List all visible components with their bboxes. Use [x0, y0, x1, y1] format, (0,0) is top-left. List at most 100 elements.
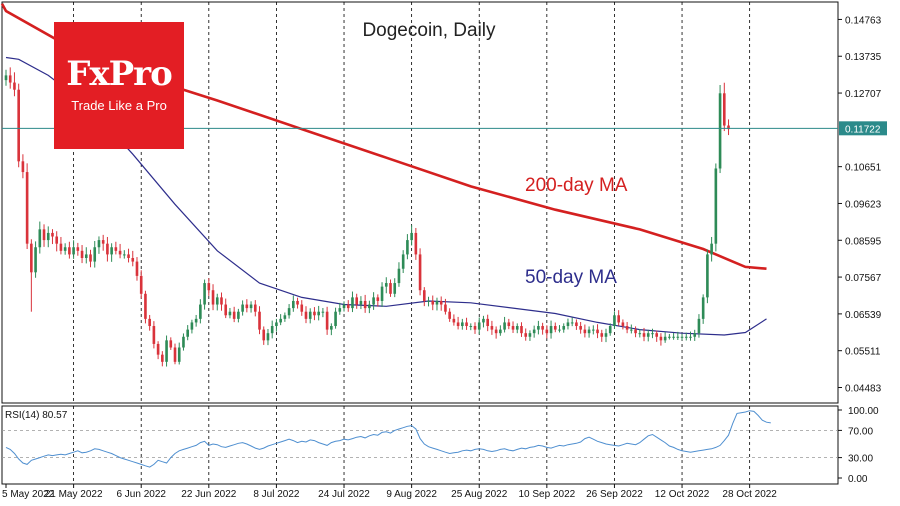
candle — [135, 257, 139, 281]
candle — [287, 304, 291, 319]
candle — [706, 249, 709, 304]
candle-body — [101, 240, 105, 244]
candle — [389, 279, 392, 297]
candle — [296, 297, 299, 309]
candle-body — [587, 329, 591, 334]
candle — [156, 341, 160, 360]
candle-body — [144, 293, 147, 319]
candle-body — [351, 297, 354, 309]
candle-body — [46, 232, 50, 241]
candle-body — [511, 326, 515, 330]
candle-body — [173, 347, 177, 362]
candle — [359, 296, 363, 310]
date-tick-label: 22 Jun 2022 — [181, 489, 236, 500]
candle-body — [80, 250, 84, 258]
candle-body — [211, 290, 215, 305]
candle-body — [330, 326, 333, 330]
candle-body — [507, 322, 511, 327]
candle-body — [127, 254, 130, 258]
candle — [42, 224, 46, 247]
candle-body — [13, 82, 16, 90]
candle-body — [600, 333, 604, 337]
candle — [152, 321, 156, 349]
candle — [418, 248, 422, 296]
candle-body — [617, 315, 620, 323]
candle — [579, 321, 582, 334]
candle-body — [431, 300, 435, 305]
candle — [393, 278, 397, 298]
candle — [431, 295, 435, 311]
candle-body — [579, 326, 582, 330]
candle — [714, 163, 718, 252]
candle — [346, 300, 350, 312]
candle — [515, 323, 519, 334]
candle — [363, 294, 367, 313]
price-panel-frame — [1, 1, 839, 404]
candle — [520, 322, 523, 337]
candle-body — [537, 326, 540, 330]
candle-body — [215, 297, 219, 305]
candle — [528, 330, 532, 341]
candle — [532, 325, 536, 338]
candle — [473, 322, 477, 334]
candle-body — [156, 343, 160, 355]
candle — [549, 320, 553, 339]
candle — [380, 282, 384, 307]
candle — [422, 287, 426, 307]
candle — [494, 326, 498, 339]
candle — [330, 323, 333, 336]
candle — [718, 85, 722, 174]
candle-body — [524, 333, 528, 337]
candle — [722, 82, 726, 132]
candle-body — [646, 333, 650, 337]
candle-body — [376, 297, 380, 301]
candle-body — [444, 304, 447, 312]
candle-body — [325, 311, 329, 330]
candle-body — [68, 247, 71, 255]
candle — [427, 296, 430, 307]
candle-body — [262, 329, 266, 341]
candle — [587, 326, 591, 338]
candle-body — [490, 326, 494, 330]
candle-body — [110, 247, 113, 255]
candle-body — [279, 318, 282, 323]
price-tick-label: 0.13735 — [845, 52, 882, 63]
candle-body — [97, 240, 101, 248]
candle-body — [161, 354, 164, 362]
candle-body — [368, 304, 371, 309]
candle-body — [148, 318, 151, 327]
candle — [114, 241, 118, 255]
candle — [34, 241, 37, 278]
candle — [710, 236, 713, 262]
candle-body — [494, 329, 498, 334]
candle — [486, 314, 489, 332]
candle-body — [203, 283, 206, 305]
date-tick-label: 21 May 2022 — [45, 489, 103, 500]
candle — [701, 294, 705, 324]
candle-body — [63, 247, 67, 251]
candle — [203, 279, 206, 310]
candle-body — [448, 311, 451, 319]
candle — [397, 262, 401, 287]
candle — [507, 318, 511, 330]
candle — [592, 325, 595, 335]
current-price-tag-text: 0.11722 — [845, 124, 881, 135]
candle-body — [275, 322, 278, 327]
candle — [139, 270, 143, 299]
candle-body — [114, 247, 118, 251]
candle-body — [169, 340, 173, 348]
candle — [30, 239, 33, 312]
candle — [279, 314, 282, 326]
candle — [300, 300, 304, 316]
candle-body — [389, 283, 392, 294]
candle-body — [21, 161, 25, 173]
candle — [266, 328, 270, 346]
candle-body — [186, 329, 189, 337]
candle-body — [689, 336, 692, 338]
candle-body — [541, 326, 544, 330]
candle — [410, 225, 413, 246]
candle-body — [363, 300, 367, 309]
candle — [684, 332, 688, 341]
candle-body — [461, 322, 464, 327]
